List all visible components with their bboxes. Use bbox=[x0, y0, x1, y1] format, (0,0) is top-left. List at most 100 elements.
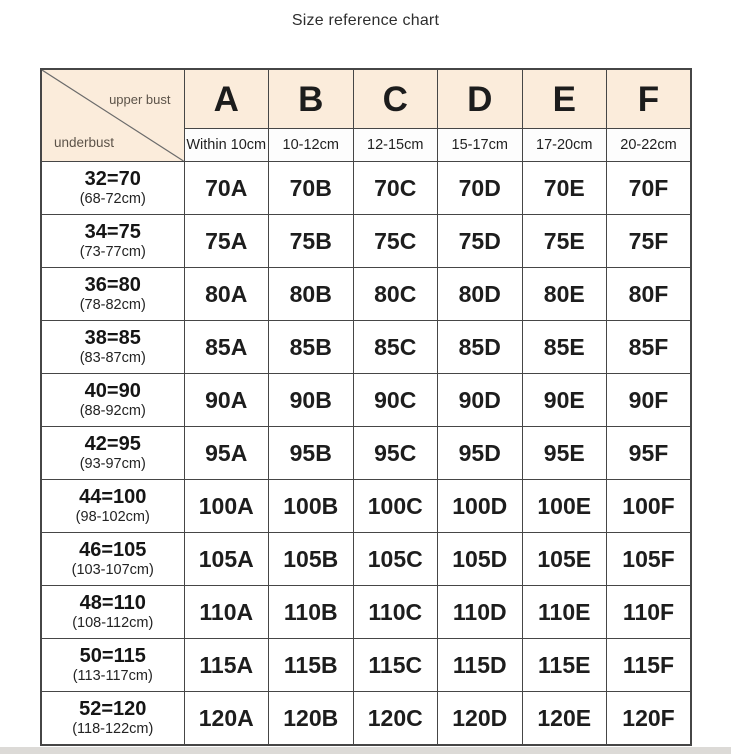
size-cell: 80D bbox=[437, 267, 523, 321]
size-cell: 100D bbox=[437, 479, 523, 533]
size-cell: 115B bbox=[268, 638, 354, 692]
row-size-label: 46=105 bbox=[79, 539, 147, 561]
size-cell: 85A bbox=[183, 320, 269, 374]
row-header: 42=95 (93-97cm) bbox=[40, 426, 185, 480]
size-cell: 70B bbox=[268, 161, 354, 215]
size-cell: 85B bbox=[268, 320, 354, 374]
corner-inner: upper bust underbust bbox=[42, 70, 184, 161]
size-cell: 100F bbox=[606, 479, 692, 533]
size-cell: 95B bbox=[268, 426, 354, 480]
row-size-label: 34=75 bbox=[84, 221, 141, 243]
row-header: 50=115 (113-117cm) bbox=[40, 638, 185, 692]
diagonal-line bbox=[42, 70, 184, 161]
table-row: 38=85 (83-87cm) 85A 85B 85C 85D 85E 85F bbox=[40, 320, 692, 374]
corner-header-cell: upper bust underbust bbox=[40, 68, 185, 162]
size-cell: 80E bbox=[521, 267, 607, 321]
diff-range-header: 20-22cm bbox=[606, 128, 692, 162]
size-cell: 115F bbox=[606, 638, 692, 692]
page-title: Size reference chart bbox=[291, 12, 440, 29]
size-cell: 100C bbox=[352, 479, 438, 533]
row-size-label: 44=100 bbox=[79, 486, 147, 508]
size-cell: 95F bbox=[606, 426, 692, 480]
cup-column-header: C bbox=[352, 68, 438, 129]
size-cell: 80F bbox=[606, 267, 692, 321]
table-row: 50=115 (113-117cm) 115A 115B 115C 115D 115E 115… bbox=[40, 638, 692, 692]
row-underbust-range: (108-112cm) bbox=[72, 615, 154, 631]
size-cell: 105A bbox=[183, 532, 269, 586]
row-size-label: 52=120 bbox=[79, 698, 147, 720]
size-cell: 70C bbox=[352, 161, 438, 215]
row-underbust-range: (68-72cm) bbox=[79, 191, 146, 207]
cup-column-header: D bbox=[437, 68, 523, 129]
size-cell: 105F bbox=[606, 532, 692, 586]
size-cell: 105C bbox=[352, 532, 438, 586]
size-cell: 120B bbox=[268, 691, 354, 746]
size-cell: 120A bbox=[183, 691, 269, 746]
size-cell: 100A bbox=[183, 479, 269, 533]
table-row: 34=75 (73-77cm) 75A 75B 75C 75D 75E 75F bbox=[40, 214, 692, 268]
table-row: 36=80 (78-82cm) 80A 80B 80C 80D 80E 80F bbox=[40, 267, 692, 321]
size-cell: 75C bbox=[352, 214, 438, 268]
table-row: 52=120 (118-122cm) 120A 120B 120C 120D 120E 120… bbox=[40, 691, 692, 746]
diff-range-header: Within 10cm bbox=[183, 128, 269, 162]
row-underbust-range: (103-107cm) bbox=[71, 562, 154, 578]
cup-column-header: B bbox=[268, 68, 354, 129]
size-cell: 100E bbox=[521, 479, 607, 533]
size-cell: 85D bbox=[437, 320, 523, 374]
row-size-label: 40=90 bbox=[84, 380, 141, 402]
row-header: 44=100 (98-102cm) bbox=[40, 479, 185, 533]
size-cell: 110B bbox=[268, 585, 354, 639]
row-size-label: 42=95 bbox=[84, 433, 141, 455]
size-cell: 120D bbox=[437, 691, 523, 746]
size-cell: 110E bbox=[521, 585, 607, 639]
size-cell: 105E bbox=[521, 532, 607, 586]
cup-column-header: A bbox=[183, 68, 269, 129]
table-row: 46=105 (103-107cm) 105A 105B 105C 105D 105E 105… bbox=[40, 532, 692, 586]
size-cell: 80A bbox=[183, 267, 269, 321]
table-row: 48=110 (108-112cm) 110A 110B 110C 110D 110E 110… bbox=[40, 585, 692, 639]
size-cell: 70E bbox=[521, 161, 607, 215]
size-cell: 115C bbox=[352, 638, 438, 692]
row-size-label: 48=110 bbox=[79, 592, 146, 614]
row-underbust-range: (88-92cm) bbox=[79, 403, 146, 419]
underbust-label: underbust bbox=[54, 135, 115, 150]
row-underbust-range: (118-122cm) bbox=[72, 721, 154, 737]
size-cell: 75E bbox=[521, 214, 607, 268]
size-cell: 90F bbox=[606, 373, 692, 427]
size-cell: 120F bbox=[606, 691, 692, 746]
size-cell: 110D bbox=[437, 585, 523, 639]
row-underbust-range: (93-97cm) bbox=[79, 456, 146, 472]
size-cell: 115A bbox=[183, 638, 269, 692]
size-cell: 85E bbox=[521, 320, 607, 374]
row-underbust-range: (78-82cm) bbox=[79, 297, 146, 313]
table-row: 40=90 (88-92cm) 90A 90B 90C 90D 90E 90F bbox=[40, 373, 692, 427]
row-header: 40=90 (88-92cm) bbox=[40, 373, 185, 427]
row-underbust-range: (83-87cm) bbox=[79, 350, 146, 366]
size-cell: 85C bbox=[352, 320, 438, 374]
size-cell: 75D bbox=[437, 214, 523, 268]
size-cell: 105D bbox=[437, 532, 523, 586]
diff-range-header: 12-15cm bbox=[352, 128, 438, 162]
row-header: 46=105 (103-107cm) bbox=[40, 532, 185, 586]
size-cell: 95E bbox=[521, 426, 607, 480]
table-row: 42=95 (93-97cm) 95A 95B 95C 95D 95E 95F bbox=[40, 426, 692, 480]
row-size-label: 32=70 bbox=[84, 168, 141, 190]
size-cell: 110C bbox=[352, 585, 438, 639]
row-underbust-range: (73-77cm) bbox=[79, 244, 146, 260]
size-cell: 95D bbox=[437, 426, 523, 480]
size-cell: 85F bbox=[606, 320, 692, 374]
row-header: 52=120 (118-122cm) bbox=[40, 691, 185, 746]
size-cell: 120C bbox=[352, 691, 438, 746]
size-cell: 90D bbox=[437, 373, 523, 427]
row-underbust-range: (98-102cm) bbox=[75, 509, 150, 525]
size-cell: 95A bbox=[183, 426, 269, 480]
size-cell: 90C bbox=[352, 373, 438, 427]
size-cell: 95C bbox=[352, 426, 438, 480]
row-size-label: 38=85 bbox=[84, 327, 141, 349]
row-underbust-range: (113-117cm) bbox=[72, 668, 153, 684]
row-header: 32=70 (68-72cm) bbox=[40, 161, 185, 215]
upper-bust-label: upper bust bbox=[109, 92, 171, 107]
cup-column-header: F bbox=[606, 68, 692, 129]
